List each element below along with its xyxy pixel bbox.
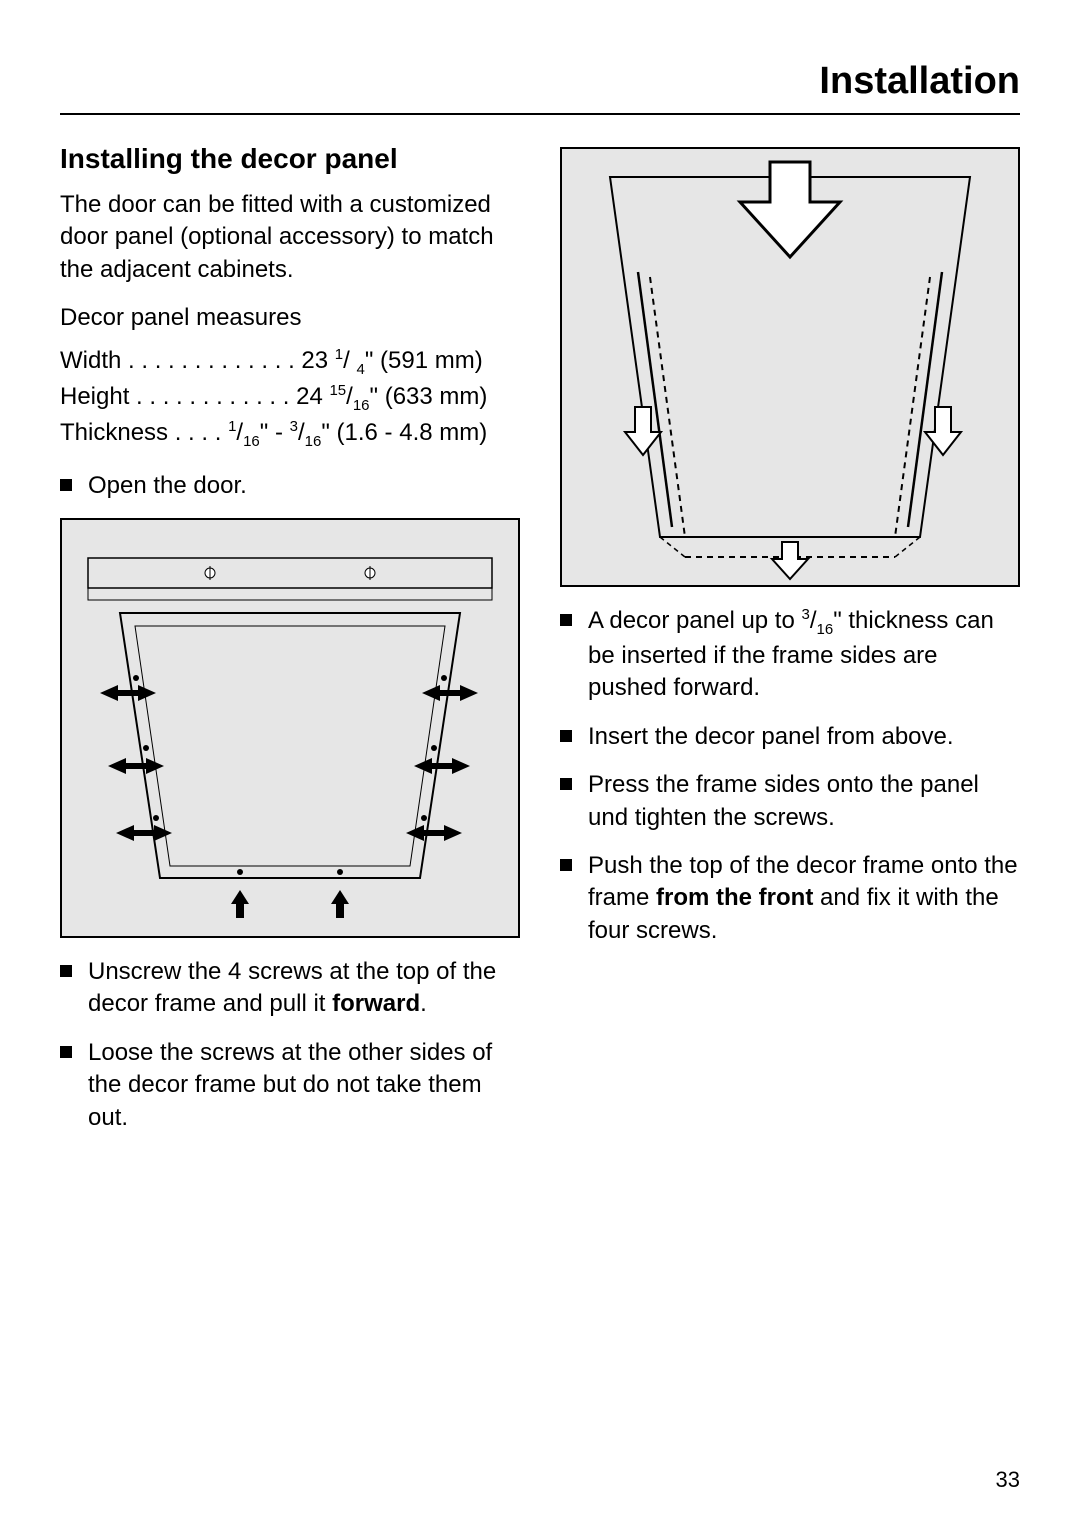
measure-thickness: Thickness . . . . 1/16" - 3/16" (1.6 - 4… [60,416,520,452]
section-heading: Installing the decor panel [60,143,520,175]
measure-dots: . . . . . . . . . . . . . [128,347,295,374]
measures-heading: Decor panel measures [60,304,520,332]
measure-label: Height [60,383,129,410]
measure-value-pre: 24 [296,383,329,410]
left-column: Installing the decor panel The door can … [60,143,520,1150]
list-item: A decor panel up to 3/16" thickness can … [560,605,1020,705]
bullet-list: Unscrew the 4 screws at the top of the d… [60,956,520,1134]
text-bold: forward [332,990,420,1017]
frac-den: 16 [353,397,370,414]
measure-dots: . . . . . . . . . . . . [136,383,289,410]
page-header: Installation [60,60,1020,115]
figure-decor-frame-loosen [60,518,520,938]
list-item: Push the top of the decor frame onto the… [560,850,1020,947]
content-columns: Installing the decor panel The door can … [60,143,1020,1150]
screw-dot [153,815,159,821]
measure-value-pre: 23 [301,347,334,374]
frac-num: 3 [802,606,810,623]
frac-den: 16 [305,433,322,450]
frac-num: 1 [228,418,236,435]
screw-dot [421,815,427,821]
figure-bg [61,519,519,937]
screw-dot [143,745,149,751]
text: A decor panel up to [588,607,802,634]
list-item: Insert the decor panel from above. [560,721,1020,753]
text: . [420,990,427,1017]
measure-height: Height . . . . . . . . . . . . 24 15/16"… [60,380,520,416]
measure-width: Width . . . . . . . . . . . . . 23 1/ 4"… [60,344,520,380]
frac-den: 4 [356,361,364,378]
bullet-list: A decor panel up to 3/16" thickness can … [560,605,1020,947]
screw-dot [237,869,243,875]
intro-paragraph: The door can be fitted with a customized… [60,189,520,286]
screw-dot [133,675,139,681]
list-item: Unscrew the 4 screws at the top of the d… [60,956,520,1021]
measure-value-post: " (591 mm) [365,347,483,374]
frac-num: 1 [335,346,343,363]
measure-label: Width [60,347,121,374]
text-bold: from the front [656,884,813,911]
right-column: A decor panel up to 3/16" thickness can … [560,143,1020,1150]
frac-den: 16 [243,433,260,450]
frac-num: 15 [329,382,346,399]
screw-dot [337,869,343,875]
list-item: Press the frame sides onto the panel und… [560,769,1020,834]
screw-dot [431,745,437,751]
page-number: 33 [996,1467,1020,1493]
bullet-list: Open the door. [60,470,520,502]
measure-label: Thickness [60,419,168,446]
measure-value-post: " (1.6 - 4.8 mm) [321,419,487,446]
frac-num: 3 [290,418,298,435]
measure-value-post: " (633 mm) [370,383,488,410]
text: Unscrew the 4 screws at the top of the d… [88,958,496,1017]
screw-dot [441,675,447,681]
figure-insert-panel [560,147,1020,587]
measure-mid: " - [260,419,290,446]
measure-dots: . . . . [175,419,222,446]
list-item: Open the door. [60,470,520,502]
frac-den: 16 [817,621,834,638]
list-item: Loose the screws at the other sides of t… [60,1037,520,1134]
measures-block: Width . . . . . . . . . . . . . 23 1/ 4"… [60,344,520,451]
